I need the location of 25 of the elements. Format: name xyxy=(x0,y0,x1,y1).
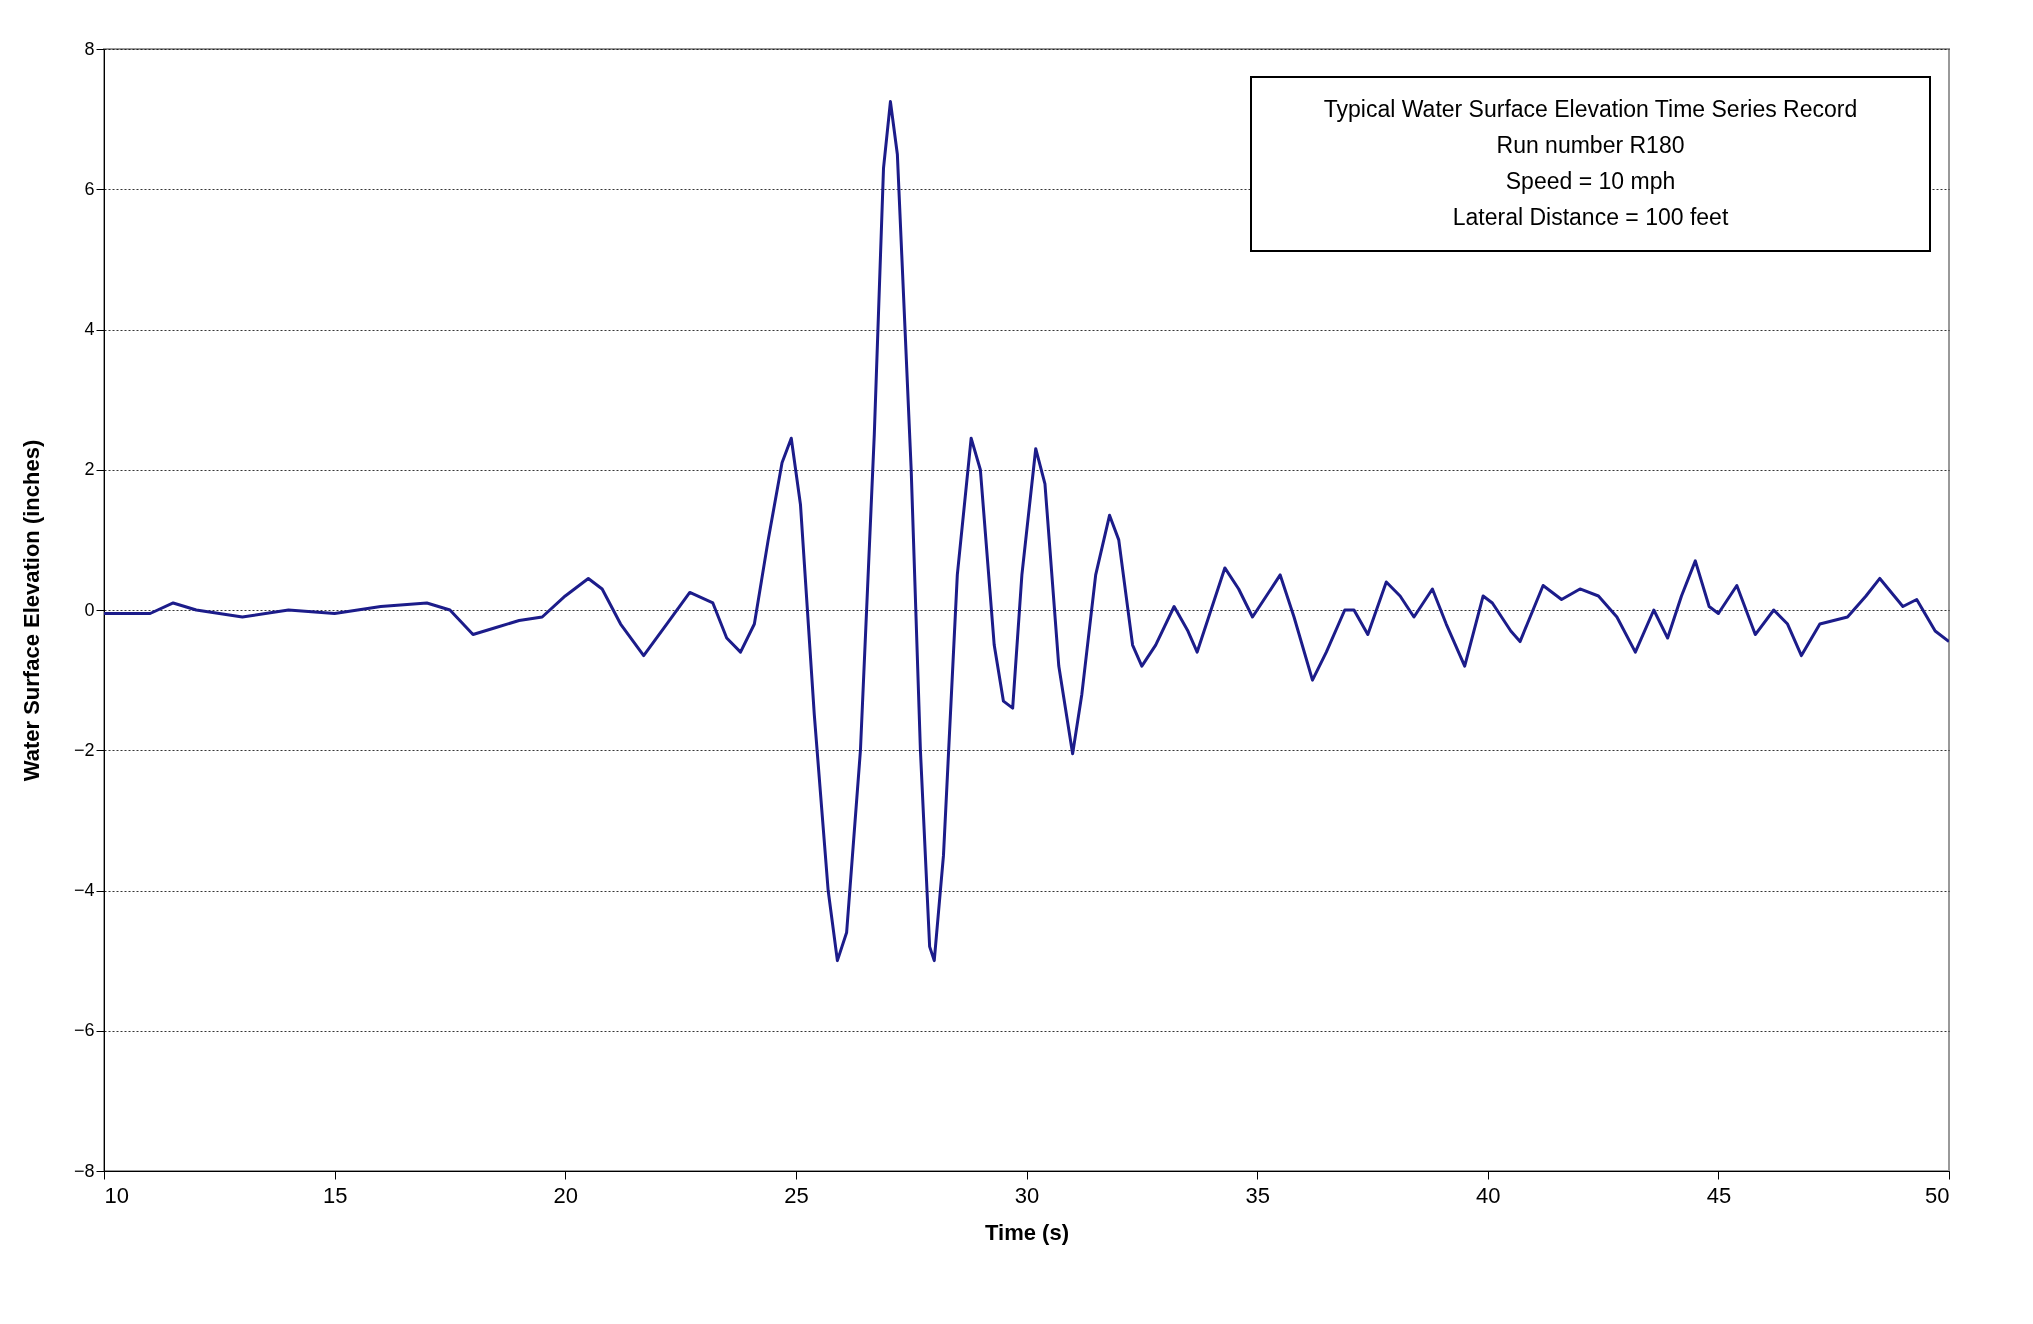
y-tick-label: −8 xyxy=(73,1160,95,1181)
y-tick-label: −2 xyxy=(73,739,95,760)
x-tick-label: 45 xyxy=(1706,1182,1732,1208)
y-tick-label: −6 xyxy=(73,1020,95,1041)
x-tick-label: 20 xyxy=(553,1182,578,1208)
x-tick-label: 15 xyxy=(322,1182,348,1208)
line-series xyxy=(104,100,1949,963)
annotation: Lateral Distance = 100 feet xyxy=(1452,204,1729,230)
y-tick-label: −4 xyxy=(73,880,95,900)
y-tick-label: 4 xyxy=(84,319,95,339)
x-tick-label: 10 xyxy=(104,1182,129,1208)
x-tick-label: 40 xyxy=(1476,1182,1501,1208)
annotation: Run number R180 xyxy=(1496,132,1685,158)
annotation: Speed = 10 mph xyxy=(1505,168,1676,194)
x-tick-label: 35 xyxy=(1245,1182,1270,1208)
y-tick-label: 6 xyxy=(84,178,95,199)
x-tick-label: 50 xyxy=(1925,1182,1950,1208)
y-tick-label: 2 xyxy=(84,459,95,480)
y-tick-label: 8 xyxy=(84,38,95,59)
x-tick-label: 25 xyxy=(784,1182,809,1208)
y-axis-title: Water Surface Elevation (inches) xyxy=(18,439,44,782)
x-tick-label: 30 xyxy=(1014,1182,1040,1208)
x-axis-title: Time (s) xyxy=(985,1219,1069,1245)
text: Typical Water Surface Elevation Time Series Record xyxy=(1323,96,1858,122)
y-tick-label: 0 xyxy=(84,599,95,620)
